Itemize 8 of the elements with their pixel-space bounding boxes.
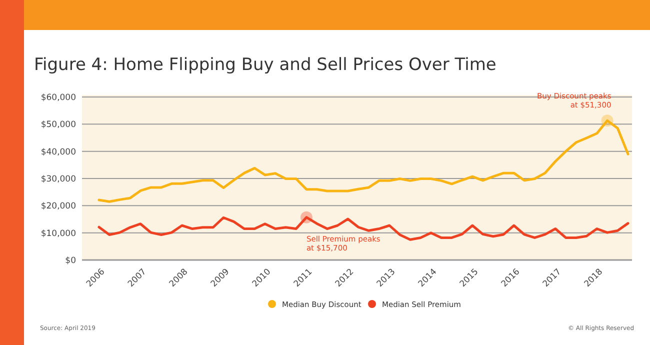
- y-tick-label: $20,000: [40, 202, 76, 212]
- y-tick-label: $40,000: [40, 147, 76, 158]
- y-tick-label: $0: [65, 256, 76, 266]
- chart-title: Figure 4: Home Flipping Buy and Sell Prices Over Time: [34, 55, 496, 75]
- y-tick-label: $50,000: [40, 120, 76, 130]
- y-tick-label: $10,000: [40, 228, 76, 239]
- y-tick-label: $60,000: [40, 93, 76, 103]
- y-tick-label: $30,000: [40, 174, 76, 184]
